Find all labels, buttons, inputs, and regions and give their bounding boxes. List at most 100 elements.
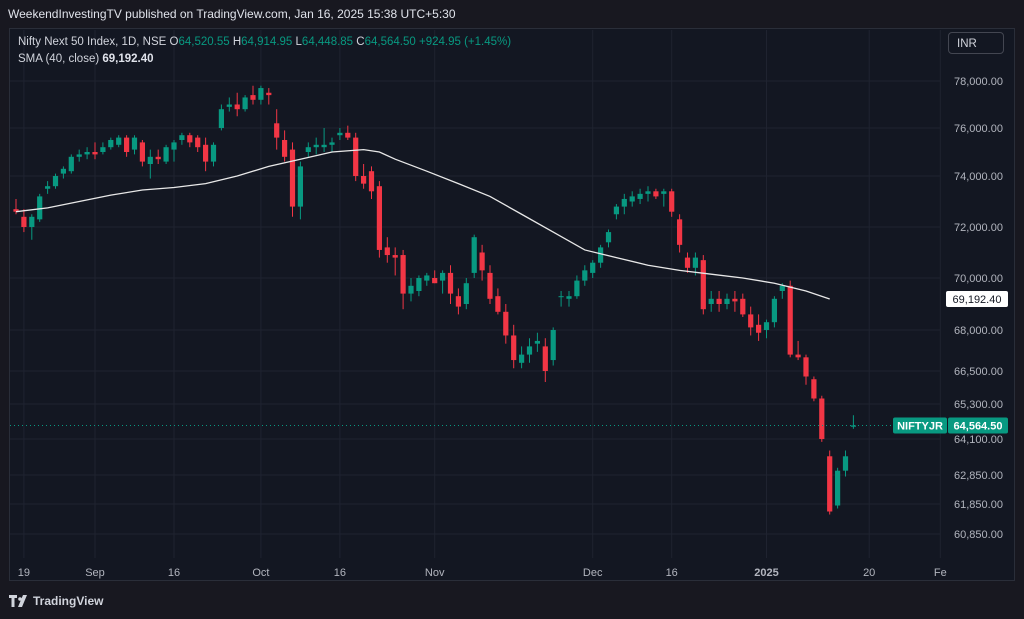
candle-body	[534, 340, 540, 344]
candle	[495, 288, 501, 315]
candle-body	[637, 193, 643, 199]
x-tick-label: Oct	[252, 567, 269, 579]
candle-body	[13, 209, 19, 212]
candle-body	[37, 196, 43, 220]
candle	[637, 188, 643, 205]
candle-body	[692, 257, 698, 268]
candle	[329, 137, 335, 152]
candle-body	[503, 311, 509, 336]
candle	[203, 137, 209, 172]
candlestick-chart[interactable]: 78,000.00 76,000.00 74,000.00 72,000.00 70,0…	[0, 0, 1024, 583]
candle-body	[748, 314, 754, 328]
candle-body	[574, 280, 580, 297]
candle	[542, 338, 548, 382]
candle	[52, 173, 59, 189]
candle	[653, 188, 659, 199]
legend-symbol[interactable]: Nifty Next 50 Index, 1D, NSE	[18, 36, 167, 48]
candle	[574, 275, 580, 299]
candle	[629, 191, 635, 207]
tradingview-brand[interactable]: TradingView	[9, 594, 103, 608]
candle	[732, 291, 738, 312]
candle-body	[440, 272, 446, 281]
candle-body	[321, 144, 327, 148]
y-tick-label: 68,000.00	[954, 325, 1003, 337]
currency-button[interactable]: INR	[948, 32, 1004, 54]
last-price-label: 64,564.50	[954, 420, 1003, 432]
legend-sma-row: SMA (40, close) 69,192.40	[18, 51, 511, 68]
legend-o-value: 64,520.55	[178, 36, 230, 48]
candle-body	[740, 298, 746, 315]
y-axis: 78,000.00 76,000.00 74,000.00 72,000.00 70,0…	[954, 76, 1003, 541]
legend-c-value: 64,564.50	[364, 36, 416, 48]
candle	[29, 214, 35, 240]
candle	[803, 354, 809, 385]
candle	[700, 255, 706, 315]
candle-body	[274, 123, 280, 138]
candle	[471, 234, 477, 278]
candle	[187, 132, 193, 148]
candle-body	[724, 298, 730, 304]
candle	[242, 95, 248, 112]
candle-body	[131, 137, 138, 150]
chart-frame[interactable]	[9, 28, 1015, 581]
candle	[558, 291, 564, 307]
candle	[795, 340, 801, 361]
candle	[313, 137, 319, 155]
candle-body	[124, 137, 130, 152]
candle	[147, 149, 153, 179]
candle	[408, 278, 414, 302]
candle-body	[684, 257, 691, 268]
candle-body	[210, 144, 217, 162]
candle-body	[84, 152, 90, 155]
candle	[92, 142, 98, 160]
candle	[771, 296, 777, 328]
candle-body	[155, 156, 161, 160]
candle	[487, 265, 493, 304]
candle-body	[732, 298, 738, 302]
candle-body	[661, 191, 667, 194]
candle-body	[258, 88, 264, 100]
candle-body	[282, 140, 288, 157]
candle-body	[52, 176, 59, 187]
candle-body	[108, 140, 114, 148]
candle	[756, 314, 762, 341]
x-tick-label: 19	[18, 567, 30, 579]
candle	[345, 125, 351, 140]
candle-body	[669, 191, 675, 212]
candle-body	[116, 137, 122, 145]
candle	[534, 332, 540, 352]
candle	[400, 249, 406, 310]
candle-body	[827, 456, 833, 512]
candle	[84, 147, 90, 160]
candle	[621, 193, 627, 215]
candle-body	[179, 135, 185, 140]
candle	[835, 467, 841, 509]
footer-bar	[0, 583, 1024, 619]
candle	[195, 135, 201, 152]
y-tick-label: 74,000.00	[954, 171, 1003, 183]
candle-body	[550, 330, 556, 361]
x-tick-label: Dec	[583, 567, 603, 579]
candle-body	[582, 270, 588, 281]
candle-body	[455, 296, 461, 307]
candle-body	[266, 92, 272, 96]
candle	[416, 275, 422, 297]
candle	[740, 293, 746, 317]
candle	[590, 260, 596, 278]
x-tick-label: Fe	[934, 567, 947, 579]
candle	[234, 92, 240, 117]
candle-body	[234, 104, 240, 110]
candle-body	[850, 425, 856, 427]
candle	[124, 135, 130, 157]
candle-body	[289, 149, 296, 207]
candle-body	[700, 260, 706, 310]
candle-body	[392, 255, 398, 258]
candle	[353, 132, 359, 182]
candle-body	[250, 95, 256, 100]
legend-sma-label[interactable]: SMA (40, close)	[18, 53, 100, 65]
candle	[827, 450, 833, 515]
candle	[669, 188, 675, 217]
legend-l-value: 64,448.85	[301, 36, 354, 48]
candle-body	[337, 132, 343, 136]
published-header: WeekendInvestingTV published on TradingV…	[0, 0, 1024, 28]
